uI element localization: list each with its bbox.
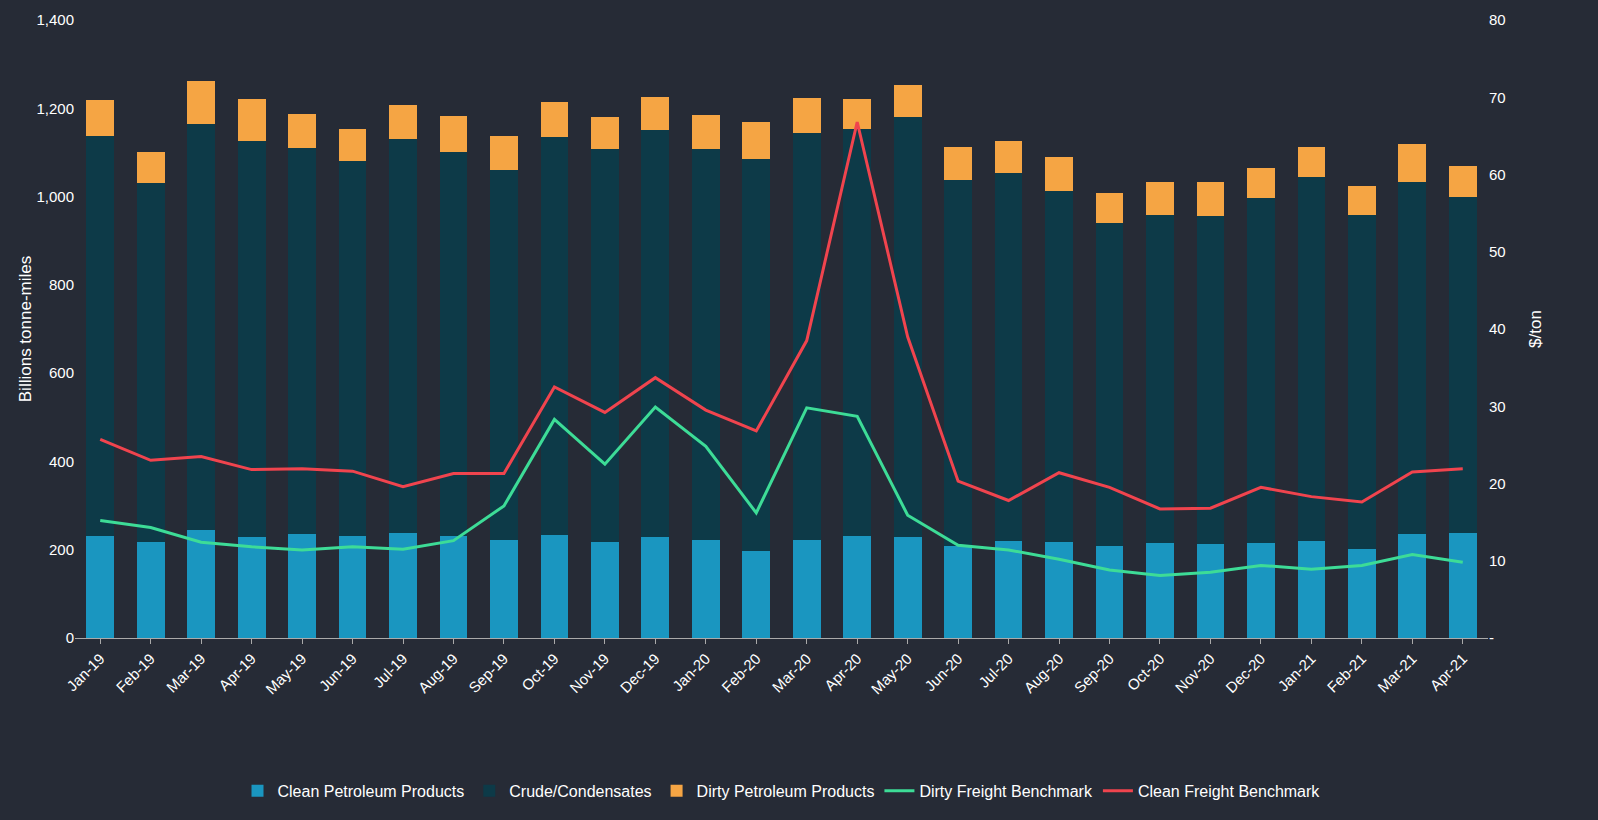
svg-text:1,200: 1,200	[36, 100, 74, 117]
svg-text:Dirty Petroleum Products: Dirty Petroleum Products	[697, 783, 875, 800]
svg-text:Nov-20: Nov-20	[1172, 650, 1218, 696]
svg-text:40: 40	[1489, 320, 1506, 337]
svg-text:Apr-19: Apr-19	[215, 650, 259, 694]
svg-text:Jan-20: Jan-20	[669, 650, 713, 694]
svg-text:60: 60	[1489, 166, 1506, 183]
svg-text:Sep-19: Sep-19	[465, 650, 511, 696]
svg-text:Aug-20: Aug-20	[1020, 650, 1066, 696]
svg-text:1,400: 1,400	[36, 11, 74, 28]
svg-text:Apr-21: Apr-21	[1426, 650, 1470, 694]
svg-text:May-20: May-20	[868, 650, 915, 697]
svg-text:Jun-20: Jun-20	[921, 650, 965, 694]
svg-text:Feb-20: Feb-20	[718, 650, 764, 696]
svg-text:1,000: 1,000	[36, 188, 74, 205]
svg-text:600: 600	[49, 364, 74, 381]
svg-text:Clean Petroleum Products: Clean Petroleum Products	[278, 783, 465, 800]
svg-text:Apr-20: Apr-20	[821, 650, 865, 694]
svg-text:Jan-19: Jan-19	[63, 650, 107, 694]
svg-text:Oct-20: Oct-20	[1124, 650, 1168, 694]
svg-text:200: 200	[49, 541, 74, 558]
svg-text:400: 400	[49, 453, 74, 470]
svg-text:$/ton: $/ton	[1526, 310, 1545, 348]
svg-text:-: -	[1489, 629, 1494, 646]
svg-text:Feb-21: Feb-21	[1324, 650, 1370, 696]
svg-text:Feb-19: Feb-19	[112, 650, 158, 696]
svg-text:Dec-19: Dec-19	[617, 650, 663, 696]
svg-text:Oct-19: Oct-19	[518, 650, 562, 694]
svg-text:Dirty Freight Benchmark: Dirty Freight Benchmark	[919, 783, 1092, 800]
svg-text:May-19: May-19	[262, 650, 309, 697]
svg-text:Sep-20: Sep-20	[1071, 650, 1117, 696]
svg-text:Jul-20: Jul-20	[975, 650, 1016, 691]
svg-text:10: 10	[1489, 552, 1506, 569]
svg-text:Mar-19: Mar-19	[163, 650, 209, 696]
svg-text:Jul-19: Jul-19	[370, 650, 411, 691]
svg-text:Nov-19: Nov-19	[566, 650, 612, 696]
svg-text:20: 20	[1489, 475, 1506, 492]
svg-text:30: 30	[1489, 398, 1506, 415]
svg-text:Mar-20: Mar-20	[769, 650, 815, 696]
svg-text:Jun-19: Jun-19	[316, 650, 360, 694]
svg-text:800: 800	[49, 276, 74, 293]
svg-text:Billions tonne-miles: Billions tonne-miles	[16, 256, 35, 402]
svg-text:50: 50	[1489, 243, 1506, 260]
svg-text:Mar-21: Mar-21	[1374, 650, 1420, 696]
svg-text:80: 80	[1489, 11, 1506, 28]
svg-text:Aug-19: Aug-19	[415, 650, 461, 696]
svg-text:Dec-20: Dec-20	[1222, 650, 1268, 696]
svg-text:0: 0	[66, 629, 74, 646]
svg-text:70: 70	[1489, 89, 1506, 106]
svg-text:Crude/Condensates: Crude/Condensates	[509, 783, 651, 800]
svg-text:Clean Freight Benchmark: Clean Freight Benchmark	[1138, 783, 1320, 800]
svg-text:Jan-21: Jan-21	[1274, 650, 1318, 694]
